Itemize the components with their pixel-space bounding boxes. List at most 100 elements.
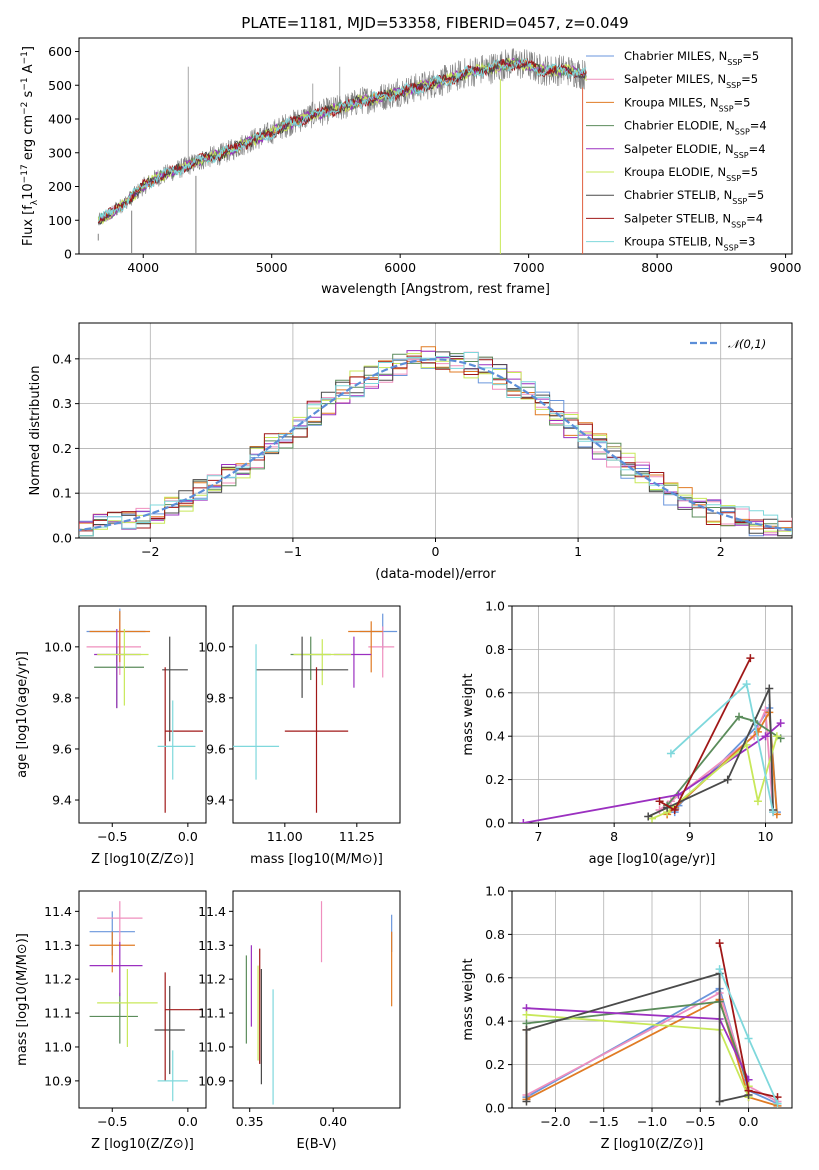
residuals-axes: −2 −1 0 1 2 0.0 0.1 0.2 0.3 0.4 (data-model)/error… [28,322,793,582]
y-tick-label: 10.9 [44,1073,72,1088]
age_vs_Z-axes: −0.5 0.0 9.4 9.6 9.8 10.0 Z [log10(Z/Z⊙)] age [… [15,605,207,867]
y-axis-label: mass [log10(M/M⊙)] [15,933,30,1066]
y-tick-label: 0.3 [52,396,72,411]
mass_vs_Z-axes: −0.5 0.0 10.9 11.0 11.1 11.2 11.3 11.4 Z [log10(… [15,890,207,1152]
y-axis-label: Flux [fλ10−17 erg cm−2 s−1 A−1] [20,46,40,246]
y-tick-label: 11.4 [198,904,226,919]
mass-weight-marker [674,790,683,799]
mass-weight-marker [776,719,785,728]
x-tick-label: 7 [535,829,543,844]
x-axis-label: Z [log10(Z/Z⊙)] [601,1137,704,1152]
x-axis-label: Z [log10(Z/Z⊙)] [91,852,194,867]
y-tick-label: 9.4 [206,793,226,808]
mass-weight-marker [655,797,664,806]
x-axis-label: age [log10(age/yr)] [589,852,716,867]
y-tick-label: 400 [48,112,72,127]
age_vs_mass-axes: 11.00 11.25 9.4 9.6 9.8 10.0 mass [log10(M/M⊙)… [198,605,401,867]
mass_vs_EBV-errorbars [245,901,393,1105]
x-tick-label: −2 [141,544,159,559]
axes-frame [232,605,401,824]
mass-weight-line [526,1013,750,1098]
model-spectrum-line [97,57,587,225]
x-tick-label: −0.5 [97,1114,127,1129]
legend-label: Chabrier ELODIE, NSSP=4 [624,119,767,137]
y-tick-label: 200 [48,179,72,194]
weight_vs_Z-lines [522,939,782,1108]
y-tick-label: 1.0 [485,884,505,899]
y-tick-label: 9.6 [206,741,226,756]
mass-weight-line [666,715,782,807]
x-axis-label: E(B-V) [296,1137,336,1152]
y-axis-label: mass weight [461,673,476,755]
legend-label: Salpeter MILES, NSSP=5 [624,72,758,90]
x-tick-label: 10 [758,829,774,844]
axes-frame [78,605,207,824]
mass-weight-marker [715,1097,724,1106]
y-tick-label: 0.6 [485,970,505,985]
x-tick-label: 6000 [384,260,416,275]
model-spectrum-line [98,59,587,225]
y-tick-label: 0.4 [52,351,72,366]
legend-label: Kroupa ELODIE, NSSP=5 [624,165,758,183]
x-tick-label: −1.5 [589,1114,619,1129]
axes-frame [78,322,793,539]
x-tick-label: 0.0 [178,829,198,844]
mass-weight-line [670,682,774,813]
axes-frame [78,37,793,255]
x-tick-label: −1 [284,544,302,559]
age_vs_mass-errorbars [233,613,398,813]
legend-label: Chabrier MILES, NSSP=5 [624,49,759,67]
x-tick-label: 5000 [256,260,288,275]
y-tick-label: 0.1 [52,486,72,501]
y-tick-label: 11.2 [44,972,72,987]
y-tick-label: 9.8 [52,690,72,705]
mass-weight-marker [522,1010,531,1019]
mass-weight-marker [522,1025,531,1034]
mass-weight-marker [753,797,762,806]
figure-title: PLATE=1181, MJD=53358, FIBERID=0457, z=0… [241,14,628,32]
y-tick-label: 11.3 [44,938,72,953]
x-tick-label: 0.0 [739,1114,759,1129]
y-tick-label: 11.1 [198,1006,226,1021]
weight_vs_age-axes: 7 8 9 10 0.0 0.2 0.4 0.6 0.8 1.0 age [log10(age/yr… [461,599,793,867]
x-axis-label: wavelength [Angstrom, rest frame] [321,282,550,297]
x-tick-label: 2 [717,544,725,559]
x-tick-label: 7000 [513,260,545,275]
mass-weight-marker [644,812,653,821]
x-axis-label: mass [log10(M/M⊙)] [250,852,383,867]
model-spectrum-line [97,57,587,224]
normal-reference-curve [79,358,792,532]
y-tick-label: 600 [48,44,72,59]
y-tick-label: 0 [64,247,72,262]
y-tick-label: 11.0 [44,1039,72,1054]
y-tick-label: 11.0 [198,1039,226,1054]
x-tick-label: 0.0 [178,1114,198,1129]
mass-weight-marker [723,775,732,784]
residual-histogram-step [79,352,792,537]
y-tick-label: 9.4 [52,793,72,808]
mass-weight-marker [742,680,751,689]
mass-weight-marker [746,654,755,663]
y-tick-label: 1.0 [485,599,505,614]
y-tick-label: 11.1 [44,1006,72,1021]
legend-label: Salpeter ELODIE, NSSP=4 [624,142,766,160]
model-spectrum-line [98,57,587,221]
y-tick-label: 100 [48,213,72,228]
y-tick-label: 0.0 [485,816,505,831]
model-spectrum-line [97,57,587,220]
y-tick-label: 0.2 [52,441,72,456]
spectrum-legend: Chabrier MILES, NSSP=5 Salpeter MILES, NS… [586,49,767,252]
x-tick-label: −0.5 [685,1114,715,1129]
mass-weight-marker [765,684,774,693]
y-axis-label: mass weight [461,958,476,1040]
x-tick-label: −0.5 [97,829,127,844]
legend-label: Kroupa STELIB, NSSP=3 [624,235,755,253]
spectrum-plot [97,48,587,254]
y-tick-label: 0.0 [485,1101,505,1116]
legend-label: Chabrier STELIB, NSSP=5 [624,188,764,206]
mass-weight-line [523,722,782,823]
mass-weight-marker [744,1034,753,1043]
y-tick-label: 9.8 [206,690,226,705]
y-axis-label: age [log10(age/yr)] [15,651,30,778]
